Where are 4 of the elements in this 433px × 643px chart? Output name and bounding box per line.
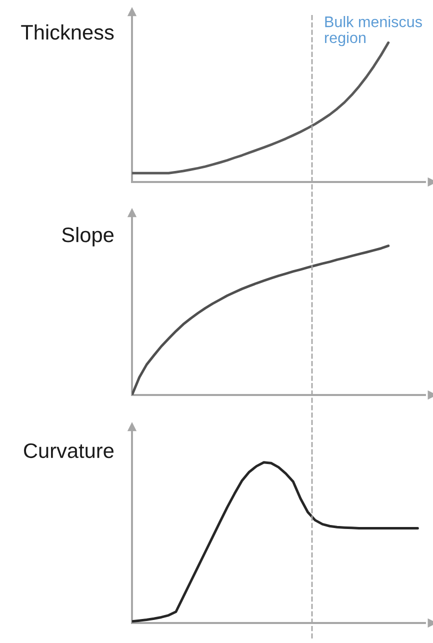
y-axis-title: Slope xyxy=(62,226,114,246)
y-axis-title: Thickness xyxy=(21,24,114,40)
y-axis-title: Curvature xyxy=(24,443,114,458)
annotation: Bulk meniscus region xyxy=(325,16,422,46)
